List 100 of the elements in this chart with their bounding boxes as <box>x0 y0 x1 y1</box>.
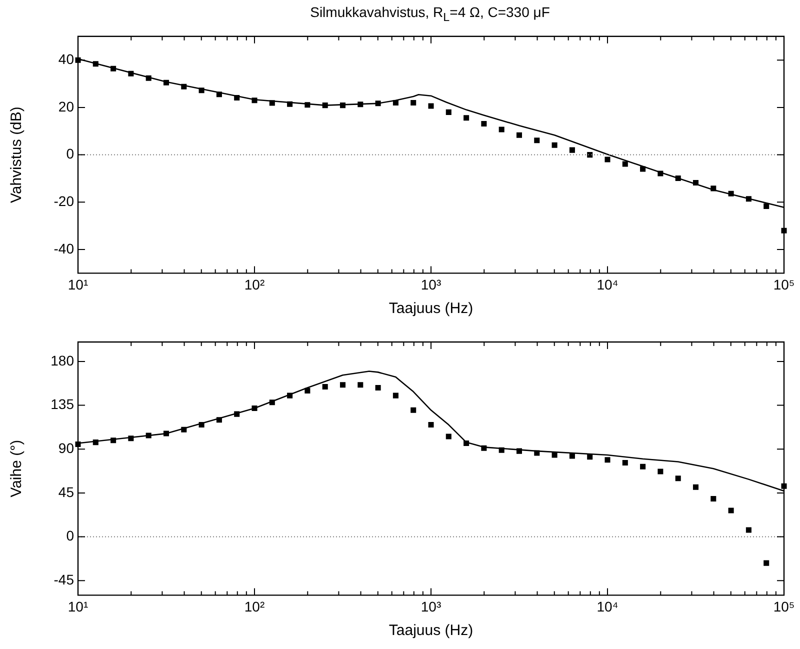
point <box>464 115 470 121</box>
point <box>252 98 258 104</box>
point <box>552 142 558 148</box>
point <box>287 392 293 398</box>
x-axis-title: Taajuus (Hz) <box>388 300 474 318</box>
x-tick-label: 10¹ <box>68 276 88 292</box>
point <box>269 400 275 406</box>
point <box>75 441 81 448</box>
y-tick-label: 180 <box>50 352 74 368</box>
point <box>710 186 716 192</box>
point <box>516 448 522 454</box>
point <box>410 407 416 413</box>
x-tick-label: 10⁴ <box>596 276 618 292</box>
point <box>534 450 540 456</box>
point <box>252 405 258 411</box>
x-tick-label: 10⁵ <box>773 276 795 292</box>
point <box>287 101 293 107</box>
point <box>110 438 116 444</box>
point <box>746 196 752 202</box>
point <box>481 445 487 451</box>
point <box>764 203 770 209</box>
x-tick-label: 10² <box>244 598 265 614</box>
x-tick-label: 10⁵ <box>773 598 795 614</box>
point <box>92 440 98 446</box>
point <box>692 180 699 186</box>
point <box>410 100 416 106</box>
point <box>728 508 734 514</box>
point <box>234 411 240 417</box>
x-axis-title: Taajuus (Hz) <box>388 622 474 640</box>
point <box>340 382 346 388</box>
point <box>375 100 381 106</box>
y-tick-label: -20 <box>54 193 74 210</box>
point <box>322 102 328 108</box>
point <box>569 147 575 153</box>
point <box>498 447 504 453</box>
y-tick-label: 135 <box>50 396 74 412</box>
point <box>658 170 664 176</box>
point <box>216 417 222 423</box>
point <box>764 560 770 566</box>
point <box>428 103 434 109</box>
chart-title: Silmukkavahvistus, R$_{L}$=4 Ω, C=330 μF <box>309 3 551 24</box>
point <box>604 156 610 162</box>
point <box>481 121 487 127</box>
point <box>198 422 204 428</box>
x-tick-label: 10² <box>244 276 265 292</box>
point <box>128 436 134 442</box>
y-tick-label: 90 <box>58 440 74 456</box>
point <box>498 126 504 132</box>
point <box>181 426 187 432</box>
point <box>92 61 98 67</box>
point <box>516 132 522 138</box>
point <box>446 109 452 115</box>
point <box>358 382 364 388</box>
y-tick-label: 40 <box>58 50 74 67</box>
point <box>552 452 558 458</box>
point <box>675 175 681 182</box>
x-tick-label: 10³ <box>420 598 442 614</box>
y-tick-label: 0 <box>66 146 74 162</box>
point <box>234 94 240 100</box>
point <box>658 468 664 474</box>
point <box>198 88 204 94</box>
point <box>163 80 170 86</box>
point <box>340 102 346 108</box>
point <box>304 102 310 108</box>
point <box>146 75 152 81</box>
point <box>392 392 398 398</box>
x-tick-label: 10⁴ <box>596 598 618 614</box>
point <box>692 484 699 490</box>
point <box>640 166 646 172</box>
y-axis-title: Vaihe (°) <box>8 440 26 498</box>
y-tick-label: 20 <box>58 98 74 114</box>
point <box>622 161 628 167</box>
point <box>746 527 752 533</box>
point <box>640 464 646 470</box>
y-tick-label: -45 <box>54 571 74 588</box>
point <box>604 457 610 463</box>
point <box>358 102 364 108</box>
point <box>446 434 452 440</box>
x-tick-label: 10¹ <box>68 598 88 614</box>
point <box>163 430 170 436</box>
point <box>304 388 310 394</box>
point <box>128 70 134 76</box>
point <box>322 384 328 390</box>
point <box>392 100 398 106</box>
y-tick-label: 0 <box>66 528 74 544</box>
point <box>216 92 222 98</box>
point <box>375 385 381 391</box>
point <box>146 432 152 438</box>
x-tick-label: 10³ <box>420 276 442 292</box>
point <box>428 422 434 428</box>
y-tick-label: -40 <box>54 240 74 256</box>
y-tick-label: 45 <box>58 484 74 500</box>
point <box>622 460 628 466</box>
point <box>710 496 716 502</box>
point <box>181 84 187 90</box>
point <box>110 66 116 72</box>
y-axis-title: Vahvistus (dB) <box>8 106 26 204</box>
point <box>569 453 575 459</box>
point <box>269 100 275 106</box>
point <box>781 483 787 489</box>
